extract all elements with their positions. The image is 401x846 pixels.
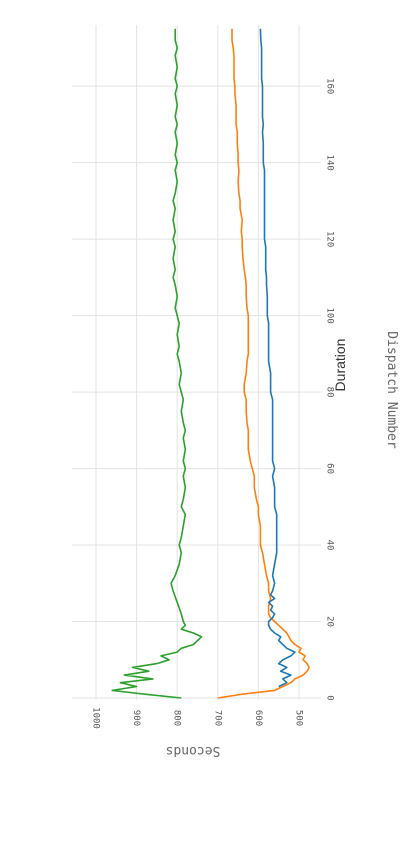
x-tick-label: 40 — [325, 540, 335, 551]
x-axis-title: Dispatch Number — [384, 331, 399, 449]
series-line-1 — [111, 28, 203, 699]
series-layer — [111, 28, 310, 699]
x-tick-label: 140 — [325, 155, 335, 171]
x-tick-label: 100 — [325, 307, 335, 323]
tick-labels: 0 20 40 60 80 100 120 140 160 500 600 700 800 900 1000 — [91, 78, 335, 729]
y-tick-label: 500 — [294, 710, 304, 726]
x-tick-label: 0 — [325, 695, 335, 700]
y-tick-label: 1000 — [91, 707, 101, 729]
plot-area — [72, 25, 321, 700]
grid — [72, 25, 321, 700]
y-tick-label: 600 — [253, 710, 263, 726]
x-tick-label: 160 — [325, 78, 335, 94]
y-axis-title: Seconds — [166, 743, 221, 758]
series-line-2 — [217, 28, 310, 699]
chart-title: Duration — [332, 339, 348, 392]
series-line-3 — [259, 28, 296, 688]
y-tick-label: 700 — [212, 710, 222, 726]
y-tick-label: 800 — [172, 710, 182, 726]
x-tick-label: 80 — [325, 387, 335, 398]
x-tick-label: 120 — [325, 231, 335, 247]
x-tick-label: 60 — [325, 463, 335, 474]
x-tick-label: 20 — [325, 616, 335, 627]
y-tick-label: 900 — [131, 710, 141, 726]
